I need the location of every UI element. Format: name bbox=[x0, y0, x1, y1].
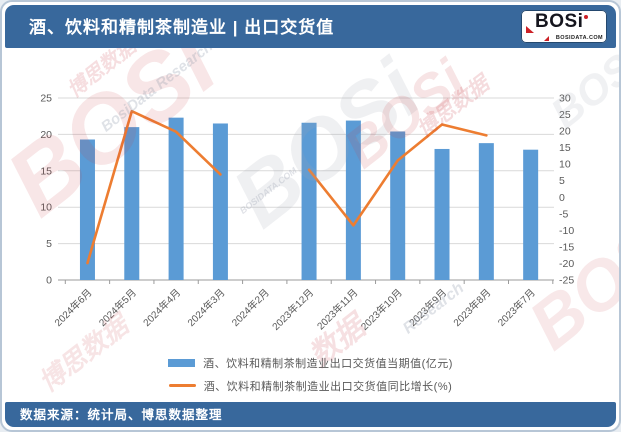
legend-item-line-series: 酒、饮料和精制茶制造业出口交货值同比增长(%) bbox=[168, 374, 453, 397]
x-axis-label: 2024年5月 bbox=[96, 286, 139, 329]
y-axis-label-right: -5 bbox=[559, 208, 568, 220]
x-axis-label: 2024年2月 bbox=[229, 286, 272, 329]
x-axis-label: 2024年6月 bbox=[52, 286, 95, 329]
y-axis-label-right: -15 bbox=[559, 241, 574, 253]
trend-line-segment bbox=[86, 109, 222, 265]
y-axis-label-left: 10 bbox=[40, 202, 52, 214]
bosi-logo: BOSi BOSIDATA.COM bbox=[521, 10, 607, 43]
data-source-text: 数据来源：统计局、博思数据整理 bbox=[20, 408, 223, 422]
legend-item-bar-series: 酒、饮料和精制茶制造业出口交货值当期值(亿元) bbox=[168, 351, 453, 374]
y-axis-label-right: -20 bbox=[559, 258, 574, 270]
page-title: 酒、饮料和精制茶制造业 | 出口交货值 bbox=[29, 18, 335, 37]
y-axis-label-right: 25 bbox=[559, 109, 571, 121]
x-axis-label: 2023年7月 bbox=[495, 286, 538, 329]
y-axis-label-right: -25 bbox=[559, 275, 574, 287]
bar-2023年11月 bbox=[345, 120, 361, 281]
title-bar: 酒、饮料和精制茶制造业 | 出口交货值 BOSi BOSIDATA.COM bbox=[5, 5, 616, 48]
logo-red-flag-icon bbox=[526, 26, 534, 33]
logo-wordmark: BOSi bbox=[535, 11, 584, 32]
y-axis-label-right: 20 bbox=[559, 126, 571, 138]
x-axis-label: 2023年11月 bbox=[314, 286, 360, 332]
legend-bar-swatch bbox=[168, 358, 196, 367]
logo-sub-accent-icon bbox=[544, 36, 549, 41]
bar-2024年3月 bbox=[212, 123, 228, 280]
x-axis-label: 2023年9月 bbox=[406, 286, 449, 329]
logo-red-dot bbox=[584, 15, 588, 19]
y-axis-label-right: -10 bbox=[559, 225, 574, 237]
x-axis-label: 2024年3月 bbox=[185, 286, 228, 329]
legend-line-label: 酒、饮料和精制茶制造业出口交货值同比增长(%) bbox=[203, 380, 453, 393]
logo-domain-text: BOSIDATA.COM bbox=[555, 35, 603, 41]
legend-bar-label: 酒、饮料和精制茶制造业出口交货值当期值(亿元) bbox=[203, 357, 453, 370]
y-axis-label-right: 30 bbox=[559, 93, 571, 105]
source-bar: 数据来源：统计局、博思数据整理 bbox=[5, 402, 616, 427]
trend-line-segment bbox=[307, 123, 488, 227]
bar-2024年4月 bbox=[168, 117, 184, 280]
x-axis-label: 2023年8月 bbox=[450, 286, 493, 329]
y-axis-label-right: 10 bbox=[559, 159, 571, 171]
bar-2024年5月 bbox=[124, 127, 140, 281]
legend-line-swatch bbox=[168, 384, 196, 387]
bar-2023年9月 bbox=[434, 148, 450, 280]
y-axis-label-left: 15 bbox=[40, 165, 52, 177]
bar-2023年7月 bbox=[523, 149, 539, 280]
y-axis-label-right: 5 bbox=[559, 175, 565, 187]
chart-legend: 酒、饮料和精制茶制造业出口交货值当期值(亿元) 酒、饮料和精制茶制造业出口交货值… bbox=[2, 351, 619, 397]
bar-2023年12月 bbox=[301, 122, 317, 280]
y-axis-label-left: 25 bbox=[40, 93, 52, 105]
y-axis-label-right: 15 bbox=[559, 142, 571, 154]
y-axis-label-left: 0 bbox=[46, 275, 52, 287]
bar-2024年6月 bbox=[79, 139, 95, 280]
x-axis-label: 2023年12月 bbox=[269, 286, 316, 333]
y-axis-label-left: 20 bbox=[40, 129, 52, 141]
x-axis-label: 2023年10月 bbox=[358, 286, 405, 333]
y-axis-label-left: 5 bbox=[46, 238, 52, 250]
bar-2023年8月 bbox=[478, 143, 494, 280]
x-axis-label: 2024年4月 bbox=[140, 286, 183, 329]
y-axis-label-right: 0 bbox=[559, 192, 565, 204]
bar-2023年10月 bbox=[390, 131, 406, 280]
